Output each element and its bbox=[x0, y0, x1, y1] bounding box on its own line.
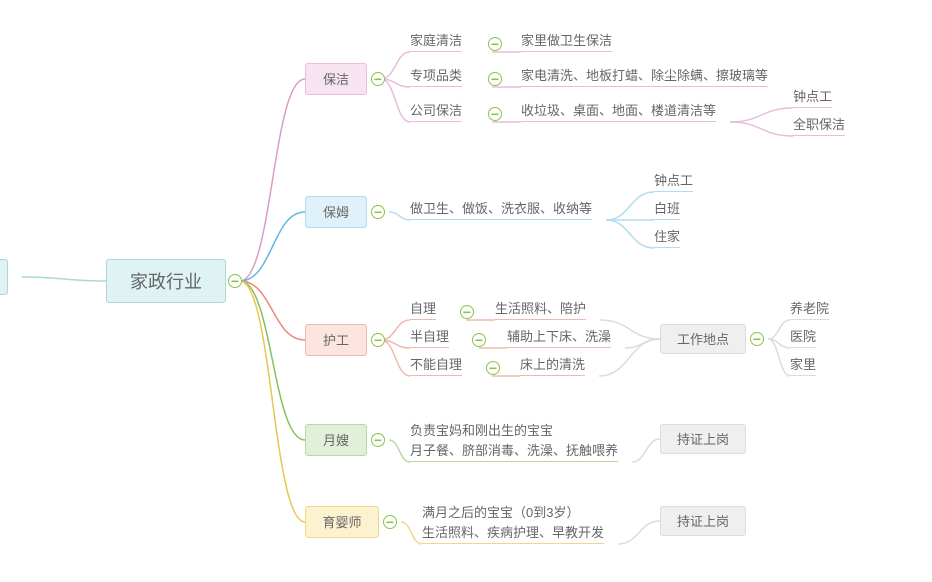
node-yuesao: 月嫂 bbox=[305, 424, 367, 456]
node-hg_l3: 不能自理 bbox=[410, 352, 462, 376]
node-left_stub: 务 bbox=[0, 259, 8, 295]
collapse-toggle-root[interactable] bbox=[228, 274, 242, 288]
node-root: 家政行业 bbox=[106, 259, 226, 303]
node-hg_loc_c: 家里 bbox=[790, 352, 816, 376]
collapse-toggle-yuyingshi[interactable] bbox=[383, 515, 397, 529]
node-bj_l3_r: 收垃圾、桌面、地面、楼道清洁等 bbox=[521, 98, 716, 122]
connector bbox=[768, 339, 790, 348]
collapse-toggle-baojie[interactable] bbox=[371, 72, 385, 86]
node-bj_l1: 家庭清洁 bbox=[410, 28, 462, 52]
connector bbox=[22, 277, 106, 281]
connector bbox=[381, 340, 410, 376]
connector bbox=[606, 220, 654, 248]
connector bbox=[389, 212, 410, 220]
node-hg_l2_r: 辅助上下床、洗澡 bbox=[507, 324, 611, 348]
node-hg_l1: 自理 bbox=[410, 296, 436, 320]
node-bj_l1_r: 家里做卫生保洁 bbox=[521, 28, 612, 52]
node-bm_b: 白班 bbox=[654, 196, 680, 220]
connector bbox=[632, 439, 660, 462]
node-bm_c: 住家 bbox=[654, 224, 680, 248]
connector bbox=[240, 281, 305, 522]
node-hg_loc_b: 医院 bbox=[790, 324, 816, 348]
node-hg_l1_r: 生活照料、陪护 bbox=[495, 296, 586, 320]
node-yuyingshi: 育婴师 bbox=[305, 506, 379, 538]
node-bm_r: 做卫生、做饭、洗衣服、收纳等 bbox=[410, 196, 592, 220]
connector bbox=[381, 79, 410, 122]
connector bbox=[401, 522, 422, 544]
connector bbox=[730, 122, 793, 136]
connector bbox=[240, 79, 305, 281]
node-bm_a: 钟点工 bbox=[654, 168, 693, 192]
collapse-toggle-hg_l2[interactable] bbox=[472, 333, 486, 347]
connector bbox=[625, 339, 660, 348]
node-bj_l3_b: 全职保洁 bbox=[793, 112, 845, 136]
connector bbox=[730, 108, 793, 122]
collapse-toggle-bj_l3[interactable] bbox=[488, 107, 502, 121]
node-bj_l3_a: 钟点工 bbox=[793, 84, 832, 108]
node-bj_l3: 公司保洁 bbox=[410, 98, 462, 122]
node-hg_l3_r: 床上的清洗 bbox=[520, 352, 585, 376]
node-yy_r2: 生活照料、疾病护理、早教开发 bbox=[422, 520, 604, 544]
node-hugong: 护工 bbox=[305, 324, 367, 356]
node-hg_l2: 半自理 bbox=[410, 324, 449, 348]
node-baomu: 保姆 bbox=[305, 196, 367, 228]
connector bbox=[240, 212, 305, 281]
connector bbox=[618, 521, 660, 544]
connector bbox=[381, 320, 410, 340]
node-yy_cert: 持证上岗 bbox=[660, 506, 746, 536]
connector bbox=[381, 52, 410, 79]
connector bbox=[606, 192, 654, 220]
collapse-toggle-hg_loc[interactable] bbox=[750, 332, 764, 346]
connector bbox=[240, 281, 305, 340]
node-ys_r2: 月子餐、脐部消毒、洗澡、抚触喂养 bbox=[410, 438, 618, 462]
collapse-toggle-baomu[interactable] bbox=[371, 205, 385, 219]
connector bbox=[240, 281, 305, 440]
node-baojie: 保洁 bbox=[305, 63, 367, 95]
node-ys_cert: 持证上岗 bbox=[660, 424, 746, 454]
node-hg_loc_a: 养老院 bbox=[790, 296, 829, 320]
connector bbox=[768, 320, 790, 339]
connector bbox=[381, 340, 410, 348]
node-bj_l2_r: 家电清洗、地板打蜡、除尘除螨、擦玻璃等 bbox=[521, 63, 768, 87]
node-hg_loc: 工作地点 bbox=[660, 324, 746, 354]
collapse-toggle-bj_l1[interactable] bbox=[488, 37, 502, 51]
connector bbox=[381, 79, 410, 87]
collapse-toggle-hg_l3[interactable] bbox=[486, 361, 500, 375]
collapse-toggle-hugong[interactable] bbox=[371, 333, 385, 347]
collapse-toggle-bj_l2[interactable] bbox=[488, 72, 502, 86]
connector bbox=[768, 339, 790, 376]
connector bbox=[389, 440, 410, 462]
collapse-toggle-hg_l1[interactable] bbox=[460, 305, 474, 319]
node-bj_l2: 专项品类 bbox=[410, 63, 462, 87]
collapse-toggle-yuesao[interactable] bbox=[371, 433, 385, 447]
